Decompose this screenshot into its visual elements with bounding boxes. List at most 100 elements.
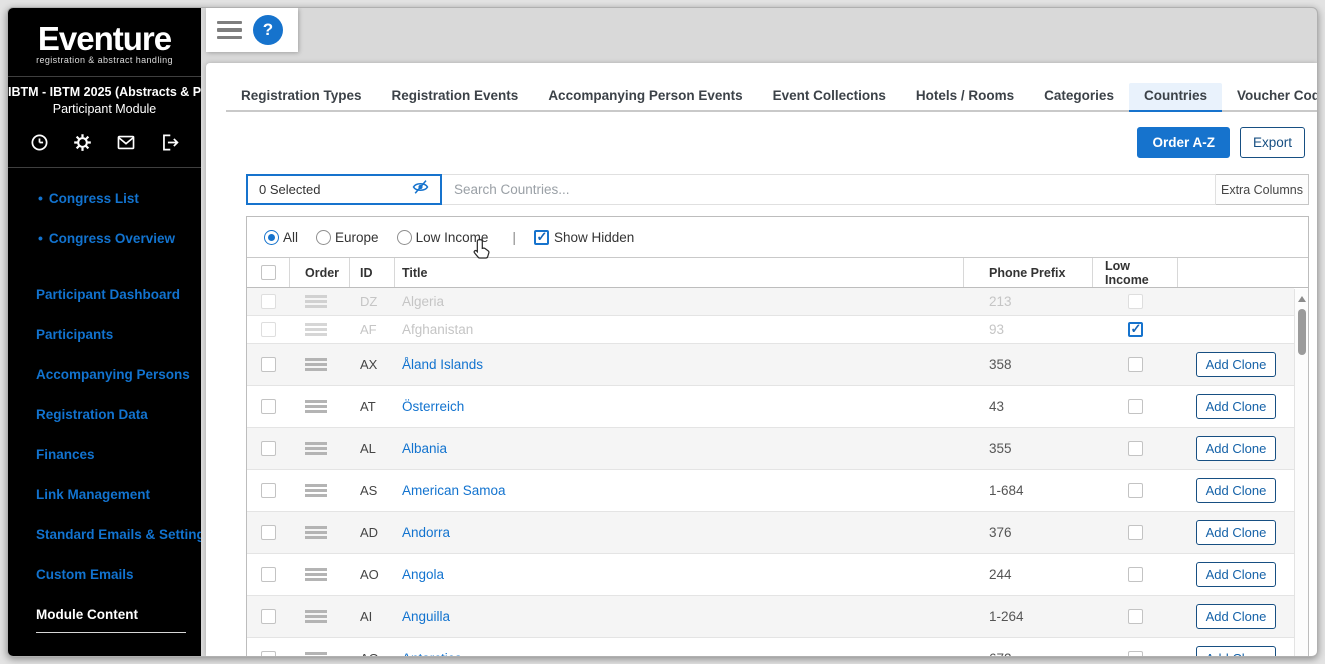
tab[interactable]: Registration Events xyxy=(376,83,534,112)
country-title-link[interactable]: Antarctica xyxy=(402,651,462,656)
filter-radio-option[interactable]: Low Income xyxy=(396,229,488,245)
low-income-checkbox[interactable] xyxy=(1128,294,1143,309)
order-az-button[interactable]: Order A-Z xyxy=(1137,127,1230,158)
scrollbar-thumb[interactable] xyxy=(1298,309,1306,355)
country-title-link[interactable]: Åland Islands xyxy=(402,357,484,372)
drag-handle-icon[interactable] xyxy=(305,323,327,336)
low-income-checkbox[interactable] xyxy=(1128,525,1143,540)
drag-handle-icon[interactable] xyxy=(305,400,327,413)
sidebar-item[interactable]: Standard Emails & Settings xyxy=(8,514,201,554)
show-hidden-checkbox[interactable] xyxy=(534,229,549,245)
tab[interactable]: Voucher Codes xyxy=(1221,83,1317,112)
country-title-link[interactable]: Afghanistan xyxy=(402,322,474,337)
drag-handle-icon[interactable] xyxy=(305,652,327,656)
filter-radio-option[interactable]: Europe xyxy=(316,229,379,245)
export-button[interactable]: Export xyxy=(1239,127,1305,158)
low-income-checkbox[interactable] xyxy=(1128,651,1143,656)
drag-handle-icon[interactable] xyxy=(305,610,327,623)
table-header: Order ID Title Phone Prefix Low Income xyxy=(247,258,1308,288)
eye-off-icon[interactable] xyxy=(412,179,429,200)
sidebar-congress-link[interactable]: • Congress Overview xyxy=(8,218,201,258)
radio-label: Europe xyxy=(335,229,379,245)
search-input[interactable] xyxy=(442,182,1215,197)
add-clone-button[interactable]: Add Clone xyxy=(1195,646,1277,656)
selected-dropdown[interactable]: 0 Selected xyxy=(246,174,442,205)
country-title-link[interactable]: Algeria xyxy=(402,294,445,309)
country-title-link[interactable]: American Samoa xyxy=(402,483,506,498)
add-clone-button[interactable]: Add Clone xyxy=(1195,520,1277,545)
sidebar-item[interactable]: Participant Dashboard xyxy=(8,274,201,314)
help-icon[interactable]: ? xyxy=(253,15,283,45)
gear-icon[interactable] xyxy=(73,133,92,152)
tab[interactable]: Accompanying Person Events xyxy=(533,83,758,112)
tab[interactable]: Countries xyxy=(1128,83,1222,112)
add-clone-button[interactable]: Add Clone xyxy=(1195,562,1277,587)
country-title-link[interactable]: Andorra xyxy=(402,525,451,540)
search-box xyxy=(442,174,1216,205)
drag-handle-icon[interactable] xyxy=(305,295,327,308)
sidebar-congress-link[interactable]: • Congress List xyxy=(8,178,201,218)
radio-icon[interactable] xyxy=(396,229,412,245)
row-checkbox[interactable] xyxy=(261,294,276,309)
add-clone-button[interactable]: Add Clone xyxy=(1195,394,1277,419)
radio-icon[interactable] xyxy=(316,229,332,245)
add-clone-button[interactable]: Add Clone xyxy=(1195,604,1277,629)
scroll-up-arrow-icon[interactable] xyxy=(1298,296,1306,302)
extra-columns-button[interactable]: Extra Columns xyxy=(1216,174,1309,205)
country-title-link[interactable]: Österreich xyxy=(402,399,465,414)
sidebar-item[interactable]: Module Content xyxy=(8,594,201,634)
row-checkbox[interactable] xyxy=(261,441,276,456)
row-checkbox[interactable] xyxy=(261,567,276,582)
sidebar-item[interactable]: Link Management xyxy=(8,474,201,514)
country-title-link[interactable]: Angola xyxy=(402,567,445,582)
low-income-checkbox[interactable] xyxy=(1128,321,1143,337)
row-checkbox[interactable] xyxy=(261,322,276,337)
sidebar-item[interactable]: Accompanying Persons xyxy=(8,354,201,394)
phone-prefix: 672 xyxy=(964,638,1093,656)
tab-bar: Registration Types Registration Events A… xyxy=(226,83,1317,112)
tab[interactable]: Hotels / Rooms xyxy=(900,83,1030,112)
sidebar-divider xyxy=(8,167,201,168)
add-clone-button[interactable]: Add Clone xyxy=(1195,478,1277,503)
low-income-checkbox[interactable] xyxy=(1128,567,1143,582)
drag-handle-icon[interactable] xyxy=(305,526,327,539)
sidebar-item[interactable]: Custom Emails xyxy=(8,554,201,594)
add-clone-button[interactable]: Add Clone xyxy=(1195,436,1277,461)
clock-icon[interactable] xyxy=(30,133,49,152)
logout-icon[interactable] xyxy=(160,133,179,152)
add-clone-button[interactable]: Add Clone xyxy=(1195,352,1277,377)
radio-icon[interactable] xyxy=(264,229,279,245)
show-hidden-option[interactable]: Show Hidden xyxy=(534,229,634,245)
hamburger-menu-icon[interactable] xyxy=(206,20,252,40)
logo-text: Eventure xyxy=(37,20,172,57)
filter-radio-option[interactable]: All xyxy=(264,229,298,245)
sidebar-item[interactable]: Participants xyxy=(8,314,201,354)
drag-handle-icon[interactable] xyxy=(305,568,327,581)
low-income-checkbox[interactable] xyxy=(1128,441,1143,456)
row-checkbox[interactable] xyxy=(261,357,276,372)
vertical-scrollbar[interactable] xyxy=(1294,289,1308,656)
sidebar-item[interactable]: Finances xyxy=(8,434,201,474)
low-income-checkbox[interactable] xyxy=(1128,483,1143,498)
select-all-checkbox[interactable] xyxy=(260,265,276,280)
tab[interactable]: Registration Types xyxy=(226,83,377,112)
tab[interactable]: Event Collections xyxy=(757,83,901,112)
drag-handle-icon[interactable] xyxy=(305,442,327,455)
mail-icon[interactable] xyxy=(116,133,136,152)
bullet-icon: • xyxy=(38,190,43,206)
row-checkbox[interactable] xyxy=(261,483,276,498)
row-checkbox[interactable] xyxy=(261,399,276,414)
row-checkbox[interactable] xyxy=(261,609,276,624)
low-income-checkbox[interactable] xyxy=(1128,399,1143,414)
drag-handle-icon[interactable] xyxy=(305,358,327,371)
low-income-checkbox[interactable] xyxy=(1128,609,1143,624)
drag-handle-icon[interactable] xyxy=(305,484,327,497)
tab[interactable]: Categories xyxy=(1029,83,1129,112)
country-title-link[interactable]: Anguilla xyxy=(402,609,451,624)
sidebar-item[interactable]: Registration Data xyxy=(8,394,201,434)
row-checkbox[interactable] xyxy=(261,525,276,540)
row-checkbox[interactable] xyxy=(261,651,276,656)
country-title-link[interactable]: Albania xyxy=(402,441,448,456)
sidebar-item-label: Accompanying Persons xyxy=(36,366,190,382)
low-income-checkbox[interactable] xyxy=(1128,357,1143,372)
